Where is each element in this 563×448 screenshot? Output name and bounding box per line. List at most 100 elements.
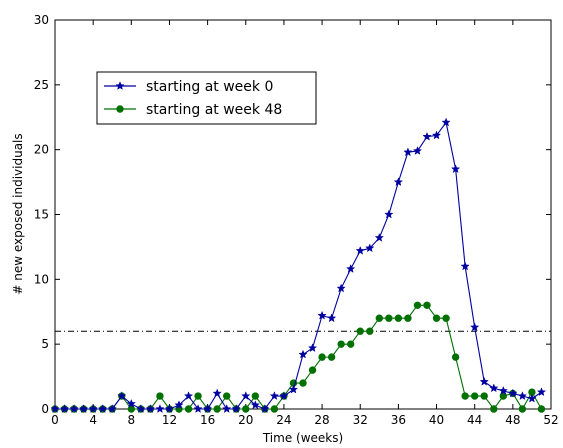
data-point-circle bbox=[184, 405, 193, 413]
data-point-star bbox=[174, 400, 184, 410]
y-axis-label: # new exposed individuals bbox=[11, 133, 25, 294]
data-point-star bbox=[231, 404, 241, 413]
data-point-star bbox=[346, 264, 356, 273]
data-point-circle bbox=[270, 405, 279, 413]
data-point-star bbox=[336, 283, 346, 293]
data-point-circle bbox=[461, 392, 469, 400]
data-point-star bbox=[441, 117, 451, 127]
data-point-star bbox=[136, 404, 146, 413]
data-point-circle bbox=[404, 314, 412, 322]
x-tick-label: 0 bbox=[51, 413, 59, 427]
data-point-star bbox=[50, 404, 60, 413]
y-tick-label: 30 bbox=[34, 13, 49, 27]
data-point-circle bbox=[451, 353, 460, 361]
data-point-star bbox=[117, 391, 127, 400]
data-point-star bbox=[307, 343, 318, 353]
data-point-circle bbox=[116, 105, 124, 113]
y-tick-label: 0 bbox=[41, 402, 49, 416]
data-point-circle bbox=[242, 405, 250, 413]
data-point-star bbox=[517, 391, 528, 400]
legend-box bbox=[96, 71, 317, 125]
y-tick-label: 15 bbox=[34, 208, 49, 222]
data-point-star bbox=[155, 404, 165, 413]
data-point-circle bbox=[213, 405, 221, 413]
data-point-star bbox=[193, 404, 203, 413]
data-point-circle bbox=[327, 353, 336, 361]
data-point-circle bbox=[413, 301, 422, 309]
data-point-circle bbox=[490, 405, 498, 413]
x-tick-label: 8 bbox=[127, 413, 135, 427]
data-point-circle bbox=[251, 392, 260, 400]
data-point-circle bbox=[537, 405, 546, 413]
data-point-star bbox=[298, 349, 308, 359]
data-point-star bbox=[69, 404, 79, 413]
data-point-star bbox=[269, 391, 280, 400]
data-point-star bbox=[126, 398, 136, 408]
data-point-star bbox=[498, 385, 508, 395]
x-tick-label: 40 bbox=[429, 413, 444, 427]
data-point-star bbox=[508, 388, 518, 398]
x-tick-label: 44 bbox=[467, 413, 482, 427]
data-point-circle bbox=[308, 366, 317, 374]
data-point-star bbox=[145, 404, 156, 413]
data-point-star bbox=[202, 404, 213, 413]
data-point-circle bbox=[156, 392, 164, 400]
data-point-circle bbox=[346, 340, 355, 348]
data-point-circle bbox=[385, 314, 393, 322]
x-axis-label: Time (weeks) bbox=[262, 431, 343, 445]
data-point-star bbox=[460, 261, 470, 271]
x-tick-label: 4 bbox=[89, 413, 97, 427]
data-point-star bbox=[88, 404, 98, 413]
data-point-star bbox=[212, 388, 222, 398]
data-point-star bbox=[431, 130, 442, 140]
x-tick-label: 20 bbox=[238, 413, 253, 427]
data-point-star bbox=[536, 387, 547, 397]
data-point-circle bbox=[394, 314, 403, 322]
legend-label-week0: starting at week 0 bbox=[146, 79, 273, 95]
data-point-circle bbox=[337, 340, 345, 348]
data-point-star bbox=[393, 177, 404, 187]
data-point-circle bbox=[318, 353, 326, 361]
data-point-star bbox=[527, 393, 537, 403]
data-point-star bbox=[250, 400, 260, 410]
data-point-circle bbox=[480, 392, 488, 400]
legend-marker-star bbox=[115, 81, 125, 90]
y-tick-label: 10 bbox=[34, 272, 49, 286]
x-tick-label: 16 bbox=[200, 413, 215, 427]
y-tick-label: 20 bbox=[34, 143, 49, 157]
data-point-star bbox=[365, 243, 375, 253]
series-0 bbox=[50, 117, 547, 413]
data-point-star bbox=[355, 245, 365, 255]
data-point-star bbox=[412, 146, 423, 155]
data-point-circle bbox=[194, 392, 202, 400]
x-tick-label: 24 bbox=[276, 413, 291, 427]
data-point-star bbox=[288, 384, 299, 394]
data-point-star bbox=[222, 404, 232, 413]
data-point-circle bbox=[518, 405, 527, 413]
x-tick-label: 48 bbox=[505, 413, 520, 427]
data-point-circle bbox=[432, 314, 441, 322]
data-point-star bbox=[422, 131, 432, 141]
series-line bbox=[55, 304, 542, 411]
legend-label-week48: starting at week 48 bbox=[146, 102, 282, 118]
data-point-star bbox=[317, 310, 327, 320]
data-point-star bbox=[260, 404, 270, 413]
data-point-star bbox=[279, 391, 289, 400]
data-point-star bbox=[241, 391, 251, 400]
legend: starting at week 0 starting at week 48 bbox=[96, 71, 317, 125]
data-point-star bbox=[470, 322, 480, 332]
series-line bbox=[55, 121, 542, 410]
x-tick-label: 36 bbox=[391, 413, 406, 427]
data-point-star bbox=[479, 376, 489, 386]
data-point-circle bbox=[222, 392, 231, 400]
data-point-star bbox=[374, 232, 384, 242]
data-point-star bbox=[115, 81, 125, 90]
data-point-star bbox=[450, 164, 461, 174]
y-tick-label: 5 bbox=[41, 337, 49, 351]
data-point-circle bbox=[470, 392, 479, 400]
data-point-star bbox=[384, 209, 394, 219]
data-point-star bbox=[403, 147, 413, 157]
data-point-star bbox=[78, 404, 89, 413]
